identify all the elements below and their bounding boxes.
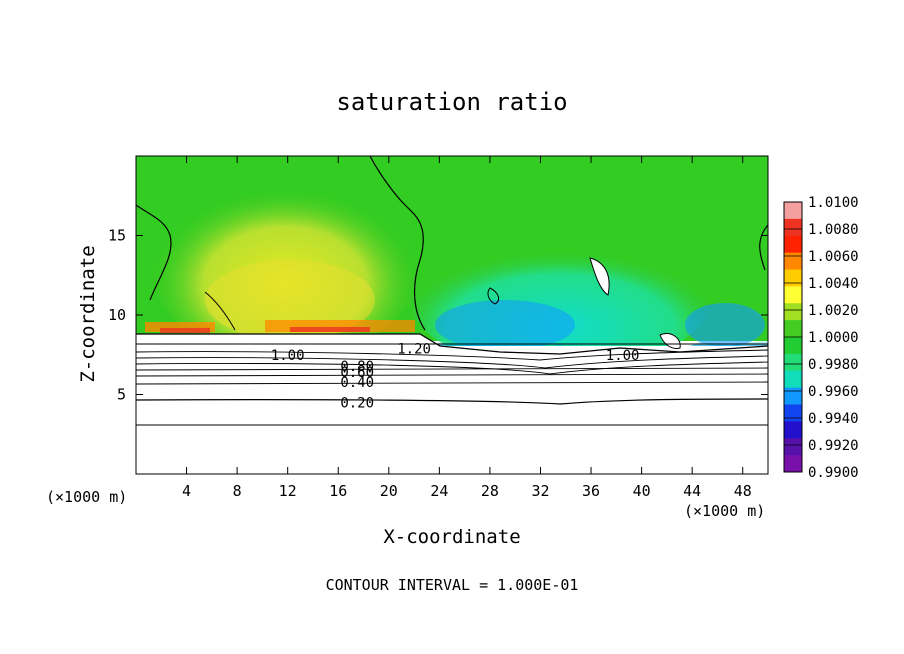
x-tick-label: 48 [734, 482, 752, 500]
colorbar-swatch [784, 252, 802, 270]
x-axis-label: X-coordinate [383, 526, 521, 548]
colorbar-swatch [784, 370, 802, 389]
colorbar-tick-label: 0.9980 [808, 357, 859, 373]
colorbar-tick-label: 1.0000 [808, 330, 859, 346]
contour-interval-note: CONTOUR INTERVAL = 1.000E-01 [325, 576, 579, 594]
colorbar-swatch [784, 455, 802, 473]
colorbar-swatch [784, 235, 802, 254]
contour-label: 0.60 [340, 365, 374, 381]
colorbar-tick-label: 0.9940 [808, 411, 859, 427]
colorbar-swatch [784, 202, 802, 220]
y-tick-label: 15 [108, 227, 126, 245]
x-tick-label: 36 [582, 482, 600, 500]
x-tick-label: 32 [531, 482, 549, 500]
x-unit-label-left: (×1000 m) [46, 488, 128, 506]
x-axis-ticks: 4 8 12 16 20 24 28 32 36 40 44 48 [182, 156, 752, 500]
chart-title: saturation ratio [336, 88, 568, 116]
x-tick-label: 16 [329, 482, 347, 500]
x-tick-label: 24 [430, 482, 448, 500]
colorbar-tick-label: 1.0080 [808, 222, 859, 238]
colorbar-tick-label: 1.0020 [808, 303, 859, 319]
y-tick-label: 10 [108, 306, 126, 324]
contour-label: 0.20 [340, 395, 374, 411]
colorbar-swatch [784, 438, 802, 456]
colorbar-swatch [784, 303, 802, 321]
colorbar-swatch [784, 320, 802, 338]
colorbar-swatch [784, 337, 802, 355]
x-tick-label: 12 [279, 482, 297, 500]
contour-label: 1.20 [397, 341, 431, 357]
y-tick-label: 5 [117, 386, 126, 404]
x-tick-label: 40 [633, 482, 651, 500]
x-tick-label: 28 [481, 482, 499, 500]
heatmap-field [136, 156, 768, 474]
contour-label: 1.00 [271, 348, 305, 364]
colorbar-tick-label: 0.9960 [808, 384, 859, 400]
colorbar-swatch [784, 421, 802, 439]
x-tick-label: 20 [380, 482, 398, 500]
colorbar-tick-label: 0.9900 [808, 465, 859, 481]
contour-labels: 1.00 1.20 0.800.600.40 0.20 1.00 [271, 341, 640, 411]
contour-label: 0.40 [340, 375, 374, 391]
colorbar-swatch [784, 269, 802, 287]
colorbar-tick-label: 1.0040 [808, 276, 859, 292]
colorbar: 1.0100 1.0080 1.0060 1.0040 1.0020 1.0000 0.99… [783, 195, 859, 481]
colorbar-swatch [784, 286, 802, 304]
y-axis-ticks: 5 10 15 [108, 227, 768, 404]
colorbar-tick-label: 1.0100 [808, 195, 859, 211]
colorbar-tick-label: 1.0060 [808, 249, 859, 265]
colorbar-swatch [784, 404, 802, 422]
colorbar-swatch [784, 353, 802, 372]
colorbar-swatch [784, 387, 802, 405]
x-tick-label: 44 [683, 482, 701, 500]
x-tick-label: 4 [182, 482, 191, 500]
contour-label: 0.80 [340, 359, 374, 375]
contour-label: 1.00 [606, 348, 640, 364]
x-unit-label-right: (×1000 m) [684, 502, 766, 520]
colorbar-swatch [784, 218, 802, 237]
x-tick-label: 8 [233, 482, 242, 500]
colorbar-tick-label: 0.9920 [808, 438, 859, 454]
